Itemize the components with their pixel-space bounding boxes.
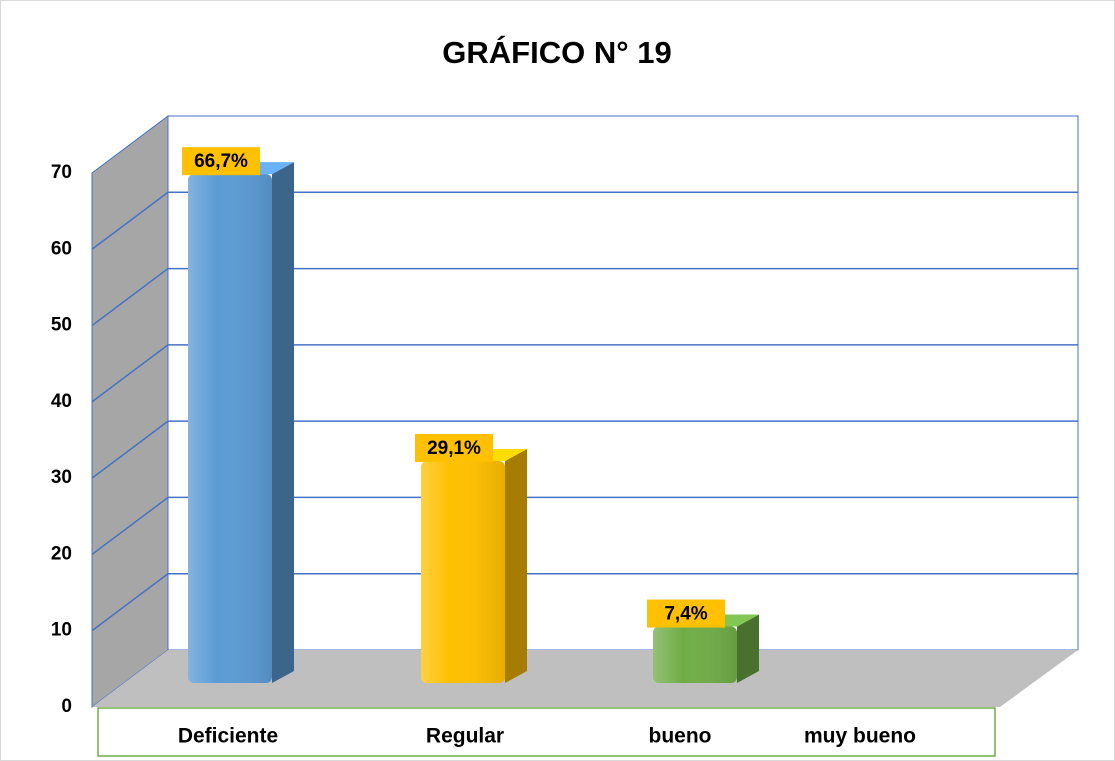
value-label: 7,4%: [664, 604, 707, 625]
y-tick-label: 60: [51, 238, 72, 259]
grid-line: [91, 191, 169, 250]
grid-line: [91, 420, 169, 479]
value-label-bg: [415, 434, 493, 463]
back-wall: [167, 115, 1079, 651]
category-box: [97, 707, 996, 757]
value-label: 66,7%: [194, 151, 248, 172]
floor: [92, 650, 1078, 707]
side-wall: [91, 115, 169, 708]
y-tick-label: 0: [61, 696, 72, 717]
bar-side: [737, 614, 759, 683]
y-tick-label: 40: [51, 391, 72, 412]
y-tick-label: 70: [51, 162, 72, 183]
grid-line: [91, 573, 169, 632]
y-tick-label: 50: [51, 315, 72, 336]
bar-shine: [421, 461, 505, 683]
chart-title: GRÁFICO N° 19: [442, 35, 671, 70]
bar-shine: [653, 626, 737, 683]
value-label-bg: [647, 599, 725, 628]
grid-line: [91, 267, 169, 327]
bar-side: [505, 449, 527, 683]
grid-line: [91, 496, 169, 556]
value-label: 29,1%: [427, 438, 481, 459]
bar-shine: [188, 174, 272, 683]
x-tick-label: muy bueno: [804, 725, 916, 748]
x-tick-label: bueno: [649, 725, 712, 748]
x-tick-label: Deficiente: [178, 725, 278, 748]
y-tick-label: 10: [51, 620, 72, 641]
value-label-bg: [182, 147, 260, 176]
y-tick-label: 30: [51, 467, 72, 488]
x-tick-label: Regular: [426, 725, 504, 748]
grid-line: [91, 344, 169, 403]
y-tick-label: 20: [51, 543, 72, 564]
bar-side: [272, 162, 294, 683]
